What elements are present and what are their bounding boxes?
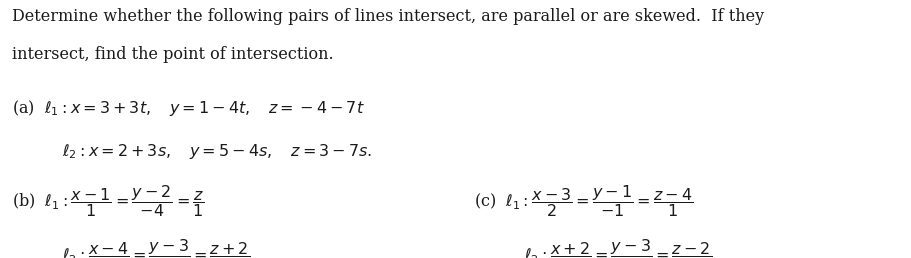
Text: $\ell_2 : \dfrac{x+2}{3} = \dfrac{y-3}{-1} = \dfrac{z-2}{1}.$: $\ell_2 : \dfrac{x+2}{3} = \dfrac{y-3}{-…	[524, 237, 717, 258]
Text: $\ell_2 : x = 2 + 3s, \quad y = 5 - 4s, \quad z = 3 - 7s.$: $\ell_2 : x = 2 + 3s, \quad y = 5 - 4s, …	[62, 142, 372, 161]
Text: $\ell_2 : \dfrac{x-4}{-1} = \dfrac{y-3}{1} = \dfrac{z+2}{3}.$: $\ell_2 : \dfrac{x-4}{-1} = \dfrac{y-3}{…	[62, 237, 255, 258]
Text: intersect, find the point of intersection.: intersect, find the point of intersectio…	[12, 46, 333, 63]
Text: (c)  $\ell_1 : \dfrac{x-3}{2} = \dfrac{y-1}{-1} = \dfrac{z-4}{1}$: (c) $\ell_1 : \dfrac{x-3}{2} = \dfrac{y-…	[474, 183, 693, 219]
Text: Determine whether the following pairs of lines intersect, are parallel or are sk: Determine whether the following pairs of…	[12, 8, 763, 25]
Text: (a)  $\ell_1 : x = 3 + 3t, \quad y = 1 - 4t, \quad z = -4 - 7t$: (a) $\ell_1 : x = 3 + 3t, \quad y = 1 - …	[12, 98, 364, 118]
Text: (b)  $\ell_1 : \dfrac{x-1}{1} = \dfrac{y-2}{-4} = \dfrac{z}{1}$: (b) $\ell_1 : \dfrac{x-1}{1} = \dfrac{y-…	[12, 183, 204, 219]
